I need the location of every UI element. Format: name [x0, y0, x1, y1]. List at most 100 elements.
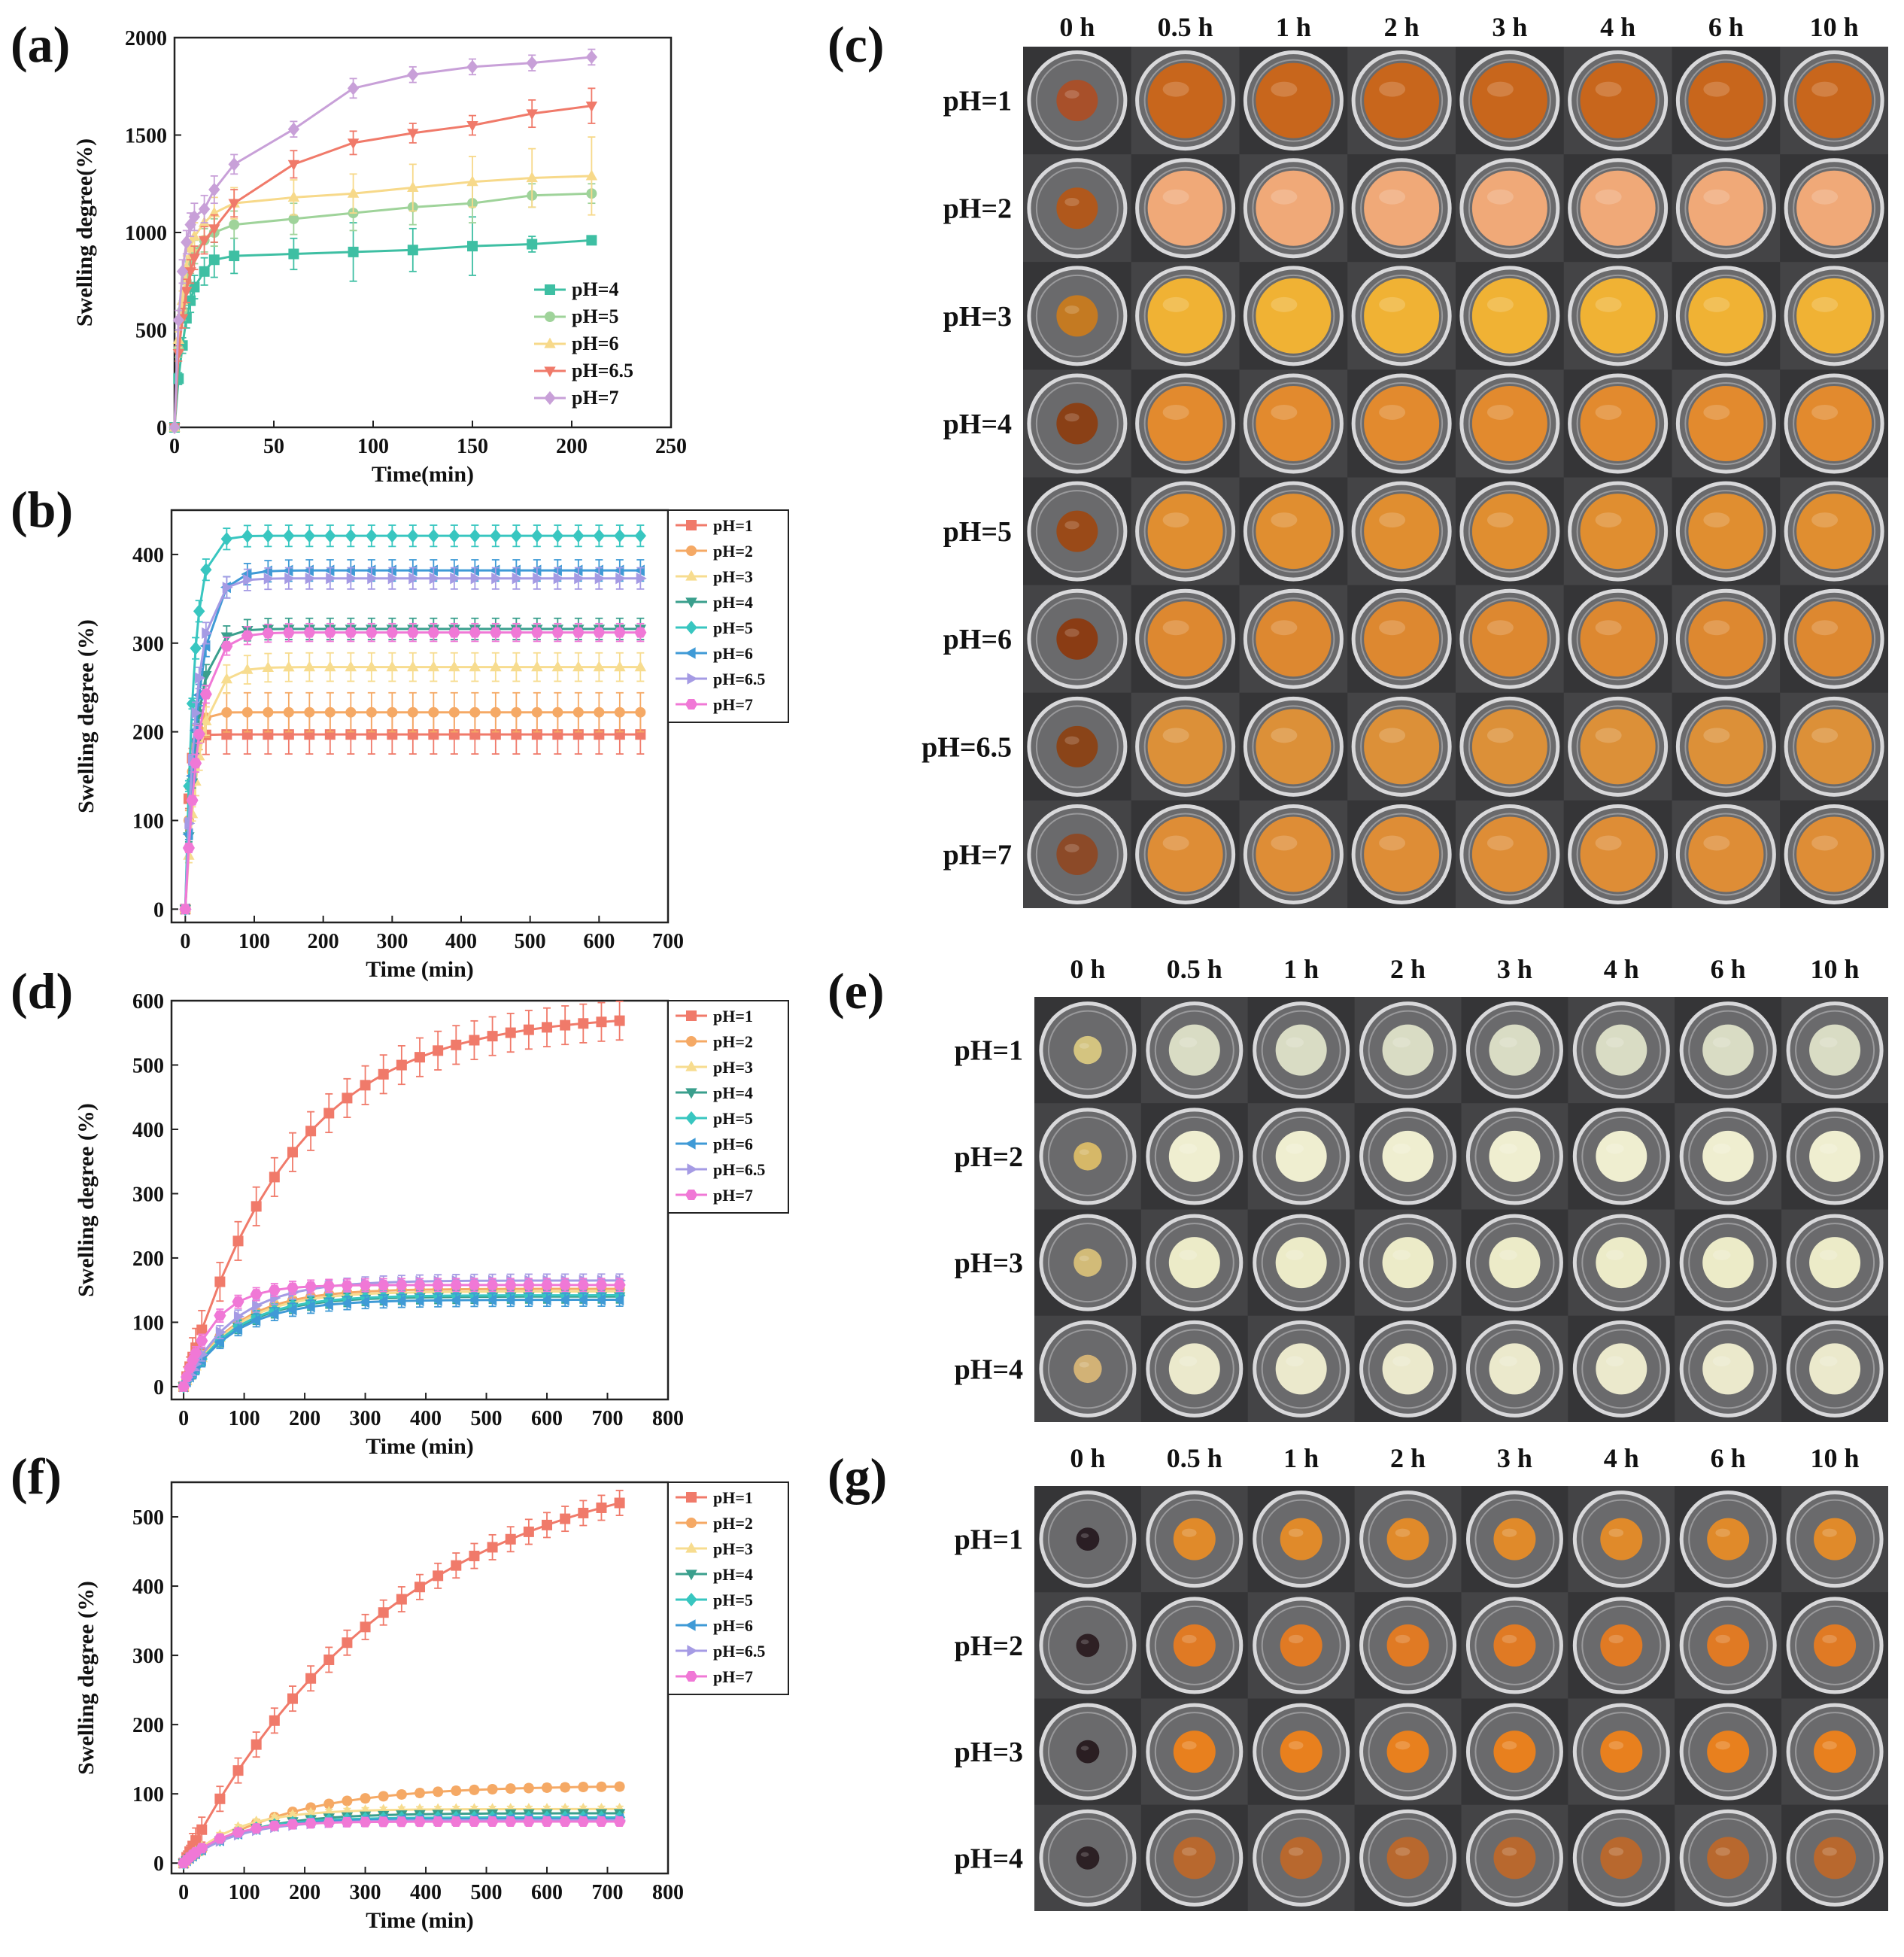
hydrogel-sample [1580, 278, 1656, 354]
data-point [263, 573, 275, 585]
hydrogel-sample [1173, 1731, 1216, 1773]
data-point [468, 1294, 479, 1306]
petri-dish-rim [1474, 1818, 1555, 1898]
hydrogel-sample [1256, 709, 1332, 785]
sample-highlight [1605, 1143, 1624, 1154]
ph-row-label: pH=2 [955, 1630, 1023, 1662]
data-point [504, 1293, 515, 1306]
x-tick-label: 100 [357, 435, 389, 458]
hydrogel-sample [1814, 1837, 1857, 1880]
data-point [202, 627, 213, 640]
data-point [491, 573, 503, 585]
ph-row-label: pH=4 [955, 1354, 1023, 1385]
data-point [613, 1293, 624, 1306]
sample-highlight [1379, 189, 1406, 205]
data-point [208, 224, 220, 236]
hydrogel-sample [1707, 1837, 1750, 1880]
hydrogel-sample [1600, 1518, 1643, 1560]
petri-dish-rim [1154, 1818, 1234, 1898]
data-point [251, 1739, 262, 1750]
hydrogel-sample [1600, 1837, 1643, 1880]
petri-dish-rim [1795, 1116, 1875, 1196]
petri-dish-rim [1360, 166, 1444, 250]
data-point [262, 529, 275, 543]
legend-marker [545, 311, 555, 322]
hydrogel-sample [1600, 1731, 1643, 1773]
data-point [450, 573, 461, 585]
sample-highlight [1486, 512, 1514, 528]
data-point [193, 604, 205, 618]
y-tick-label: 400 [132, 1576, 164, 1599]
data-point [560, 1513, 571, 1524]
data-point [594, 707, 605, 718]
x-tick-label: 200 [556, 435, 588, 458]
petri-dish-rim [1360, 813, 1444, 896]
data-point [263, 707, 274, 718]
sample-highlight [1286, 1356, 1304, 1366]
data-point [451, 1039, 462, 1050]
data-point [345, 707, 357, 718]
petri-dish-rim [1468, 813, 1551, 896]
hydrogel-sample [1076, 1633, 1100, 1658]
sample-highlight [1080, 1639, 1089, 1645]
y-tick-label: 100 [132, 1311, 164, 1335]
data-point [378, 1791, 389, 1802]
data-point [433, 1786, 444, 1797]
petri-dish-rim [1576, 597, 1660, 681]
data-point [542, 1782, 553, 1793]
hydrogel-sample [1809, 1024, 1861, 1076]
data-point [413, 1279, 427, 1290]
hydrogel-sample [1056, 403, 1098, 445]
hydrogel-sample [1275, 1237, 1327, 1289]
x-tick-label: 200 [289, 1881, 320, 1904]
data-point [466, 175, 478, 187]
data-point [577, 1279, 590, 1290]
sample-highlight [1715, 1528, 1730, 1537]
data-point [413, 1294, 424, 1307]
data-point [614, 1497, 625, 1509]
data-point [470, 573, 481, 585]
data-point [415, 1052, 425, 1063]
y-axis-label: Swelling degree(%) [72, 138, 97, 327]
sample-highlight [1271, 835, 1298, 851]
data-point [359, 1280, 372, 1291]
hydrogel-sample [1489, 1343, 1541, 1395]
legend-marker [686, 1492, 697, 1503]
y-tick-label: 0 [153, 1852, 164, 1876]
time-column-label: 6 h [1711, 954, 1746, 984]
time-column-label: 0.5 h [1167, 1443, 1222, 1473]
data-point [572, 627, 585, 638]
chart-a: 0 50 100 150 200 250 0 500 1000 1500 2000 Time(min)… [72, 27, 687, 487]
data-point [395, 1279, 408, 1290]
hydrogel-sample [1056, 295, 1098, 337]
data-point [341, 1280, 354, 1291]
data-point [305, 1807, 317, 1818]
data-point [433, 1570, 444, 1582]
data-point [305, 1673, 317, 1684]
sample-highlight [1595, 835, 1622, 851]
hydrogel-sample [1076, 1846, 1100, 1870]
legend-label: pH=7 [713, 695, 753, 714]
petri-dish-rim [1684, 813, 1768, 896]
data-point [283, 661, 295, 672]
data-point [559, 1279, 572, 1290]
hydrogel-sample [1796, 62, 1872, 138]
series-pH=7 [169, 48, 598, 435]
petri-dish-rim [1795, 1223, 1875, 1303]
data-point [169, 420, 181, 435]
data-point [415, 1788, 425, 1799]
petri-dish-rim [1360, 490, 1444, 573]
hydrogel-sample [1173, 1624, 1216, 1667]
time-column-label: 10 h [1811, 1443, 1860, 1473]
data-point [347, 138, 360, 150]
data-point [530, 627, 543, 638]
panel-label-a: (a) [11, 16, 70, 73]
petri-dish-rim [1047, 1712, 1128, 1792]
data-point [347, 81, 360, 96]
sample-highlight [1286, 1250, 1304, 1260]
petri-dish-rim [1047, 1223, 1128, 1303]
data-point [467, 241, 478, 252]
sample-highlight [1179, 1356, 1198, 1366]
legend-marker [544, 390, 556, 406]
petri-dish-rim [1468, 705, 1551, 789]
